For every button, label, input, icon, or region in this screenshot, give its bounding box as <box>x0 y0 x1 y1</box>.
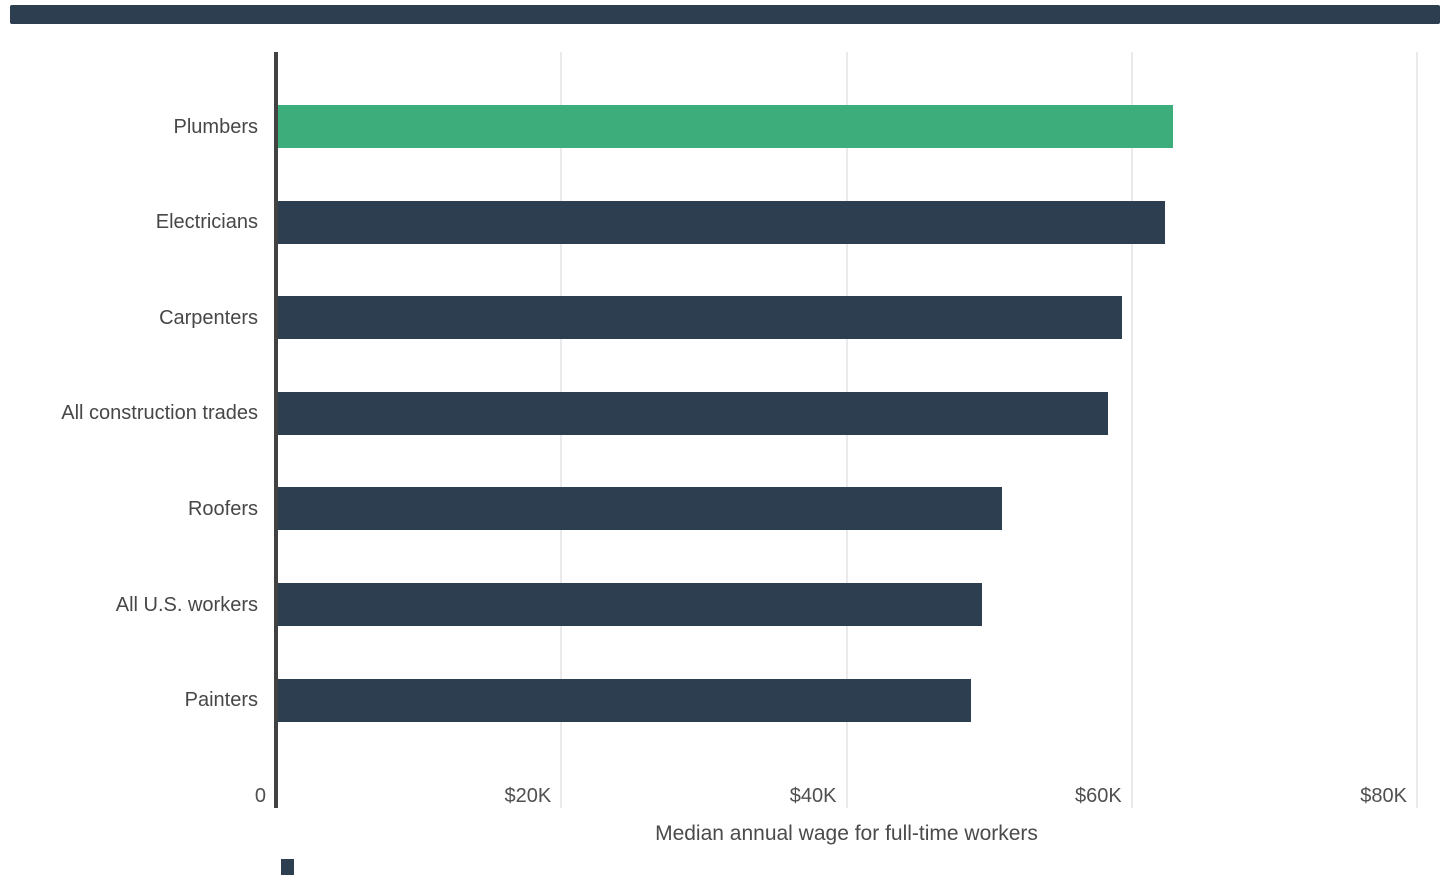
bar-all-u-s-workers <box>276 583 982 626</box>
category-label: Electricians <box>155 211 258 234</box>
x-axis-title: Median annual wage for full-time workers <box>655 822 1038 845</box>
x-tick-label: 0 <box>254 785 266 807</box>
x-tick-label: $20K <box>504 785 552 807</box>
x-tick-label: $60K <box>1075 785 1122 807</box>
gridline-$60K <box>1130 52 1133 808</box>
top-rule-bar <box>10 5 1440 24</box>
bar-all-construction-trades <box>276 391 1108 435</box>
bottom-edge-artifact <box>281 859 294 875</box>
category-label: All U.S. workers <box>115 593 258 616</box>
x-tick-label: $80K <box>1360 785 1407 807</box>
bar-carpenters <box>276 296 1122 340</box>
x-tick-label: $40K <box>789 785 837 807</box>
bar-plumbers <box>276 105 1174 148</box>
category-label: Painters <box>184 689 258 712</box>
bar-painters <box>276 678 971 722</box>
category-label: Roofers <box>187 497 258 520</box>
category-label: All construction trades <box>61 402 258 425</box>
bar-electricians <box>276 200 1165 244</box>
category-label: Plumbers <box>173 115 258 138</box>
y-axis-line <box>274 52 278 808</box>
bar-roofers <box>276 487 1002 531</box>
gridline-$80K <box>1416 52 1418 808</box>
category-label: Carpenters <box>159 306 258 329</box>
